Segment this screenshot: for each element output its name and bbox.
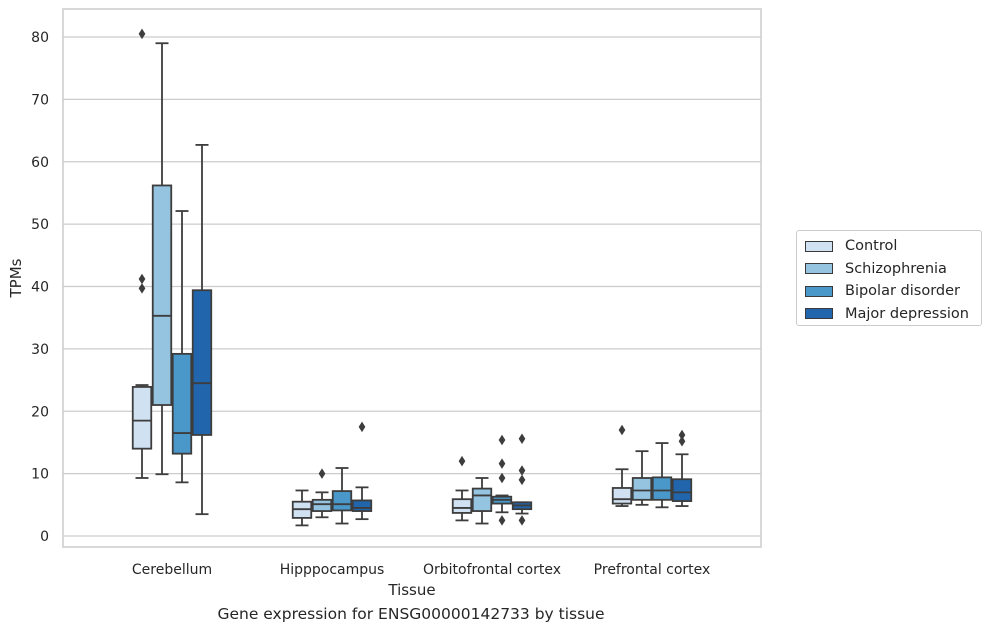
y-axis-label: TPMs xyxy=(7,258,25,298)
iqr-box xyxy=(651,476,673,501)
outlier-point xyxy=(678,429,686,441)
y-tick-label-10: 10 xyxy=(31,467,49,483)
box-prefrontal-cortex-bipolar-disorder xyxy=(651,442,673,509)
iqr-box xyxy=(471,487,493,512)
outlier-point xyxy=(498,434,506,446)
outlier-point xyxy=(458,455,466,467)
box-cerebellum-schizophrenia xyxy=(151,42,173,476)
y-tick-label-70: 70 xyxy=(31,92,49,108)
outlier-point xyxy=(358,421,366,433)
x-tick-label-prefrontal-cortex: Prefrontal cortex xyxy=(594,562,711,578)
outlier-point xyxy=(318,468,326,479)
y-tick-label-50: 50 xyxy=(31,217,49,233)
y-tick-label-20: 20 xyxy=(31,404,49,420)
outlier-point xyxy=(498,515,506,526)
x-tick-label-cerebellum: Cerebellum xyxy=(132,562,212,578)
outlier-point xyxy=(138,28,146,40)
boxes xyxy=(131,28,693,527)
iqr-box xyxy=(151,184,173,406)
outlier-point xyxy=(138,283,146,294)
outlier-point xyxy=(498,472,506,484)
x-axis-label: Tissue xyxy=(387,581,435,599)
box-cerebellum-control xyxy=(131,28,153,479)
outlier-point xyxy=(138,273,146,285)
legend-item-bipolar-disorder: Bipolar disorder xyxy=(805,280,981,303)
plot-area-frame xyxy=(62,8,762,548)
figure-caption: Gene expression for ENSG00000142733 by t… xyxy=(217,605,605,623)
outlier-point xyxy=(518,465,526,476)
outlier-point xyxy=(498,458,506,469)
legend-label-control: Control xyxy=(845,238,898,255)
outlier-point xyxy=(518,474,526,486)
legend-item-schizophrenia: Schizophrenia xyxy=(805,258,981,281)
box-orbitofrontal-cortex-major-depression xyxy=(511,433,533,526)
box-orbitofrontal-cortex-control xyxy=(451,455,473,522)
iqr-box xyxy=(351,499,373,512)
iqr-box xyxy=(131,386,153,450)
legend-swatch-schizophrenia xyxy=(805,263,833,275)
box-hipppocampus-bipolar-disorder xyxy=(331,467,353,525)
legend-swatch-bipolar-disorder xyxy=(805,285,833,297)
box-prefrontal-cortex-control xyxy=(611,424,633,507)
gridlines xyxy=(63,36,761,537)
iqr-box xyxy=(631,477,653,501)
box-hipppocampus-major-depression xyxy=(351,421,373,521)
outlier-point xyxy=(518,433,526,444)
legend-item-major-depression: Major depression xyxy=(805,303,981,326)
legend-swatch-major-depression xyxy=(805,308,833,320)
legend-label-bipolar-disorder: Bipolar disorder xyxy=(845,283,960,300)
iqr-box xyxy=(611,487,633,505)
iqr-box xyxy=(451,498,473,514)
x-tick-label-orbitofrontal-cortex: Orbitofrontal cortex xyxy=(423,562,561,578)
outlier-point xyxy=(678,435,686,447)
outlier-point xyxy=(518,515,526,526)
box-orbitofrontal-cortex-schizophrenia xyxy=(471,477,493,525)
legend-label-schizophrenia: Schizophrenia xyxy=(845,260,947,277)
legend-item-control: Control xyxy=(805,235,981,258)
iqr-box xyxy=(331,490,353,512)
y-tick-label-0: 0 xyxy=(40,529,49,545)
iqr-box xyxy=(191,289,213,436)
legend-swatch-control xyxy=(805,240,833,252)
legend: Control Schizophrenia Bipolar disorder M… xyxy=(796,230,982,326)
box-prefrontal-cortex-schizophrenia xyxy=(631,450,653,506)
x-tick-labels: Cerebellum Hipppocampus Orbitofrontal cort… xyxy=(132,562,710,578)
iqr-box xyxy=(311,498,333,512)
y-tick-label-40: 40 xyxy=(31,280,49,296)
y-tick-label-30: 30 xyxy=(31,342,49,358)
y-tick-label-60: 60 xyxy=(31,155,49,171)
x-tick-label-hipppocampus: Hipppocampus xyxy=(280,562,385,578)
box-cerebellum-major-depression xyxy=(191,144,213,516)
legend-label-major-depression: Major depression xyxy=(845,305,969,322)
y-tick-label-80: 80 xyxy=(31,30,49,46)
box-orbitofrontal-cortex-bipolar-disorder xyxy=(491,434,513,526)
box-hipppocampus-control xyxy=(291,489,313,527)
iqr-box xyxy=(671,478,693,502)
box-hipppocampus-schizophrenia xyxy=(311,468,333,519)
y-tick-labels: 0 10 20 30 40 50 60 70 80 xyxy=(31,30,49,545)
outlier-point xyxy=(618,424,626,436)
box-cerebellum-bipolar-disorder xyxy=(171,210,193,484)
box-prefrontal-cortex-major-depression xyxy=(671,429,693,507)
iqr-box xyxy=(171,352,193,455)
